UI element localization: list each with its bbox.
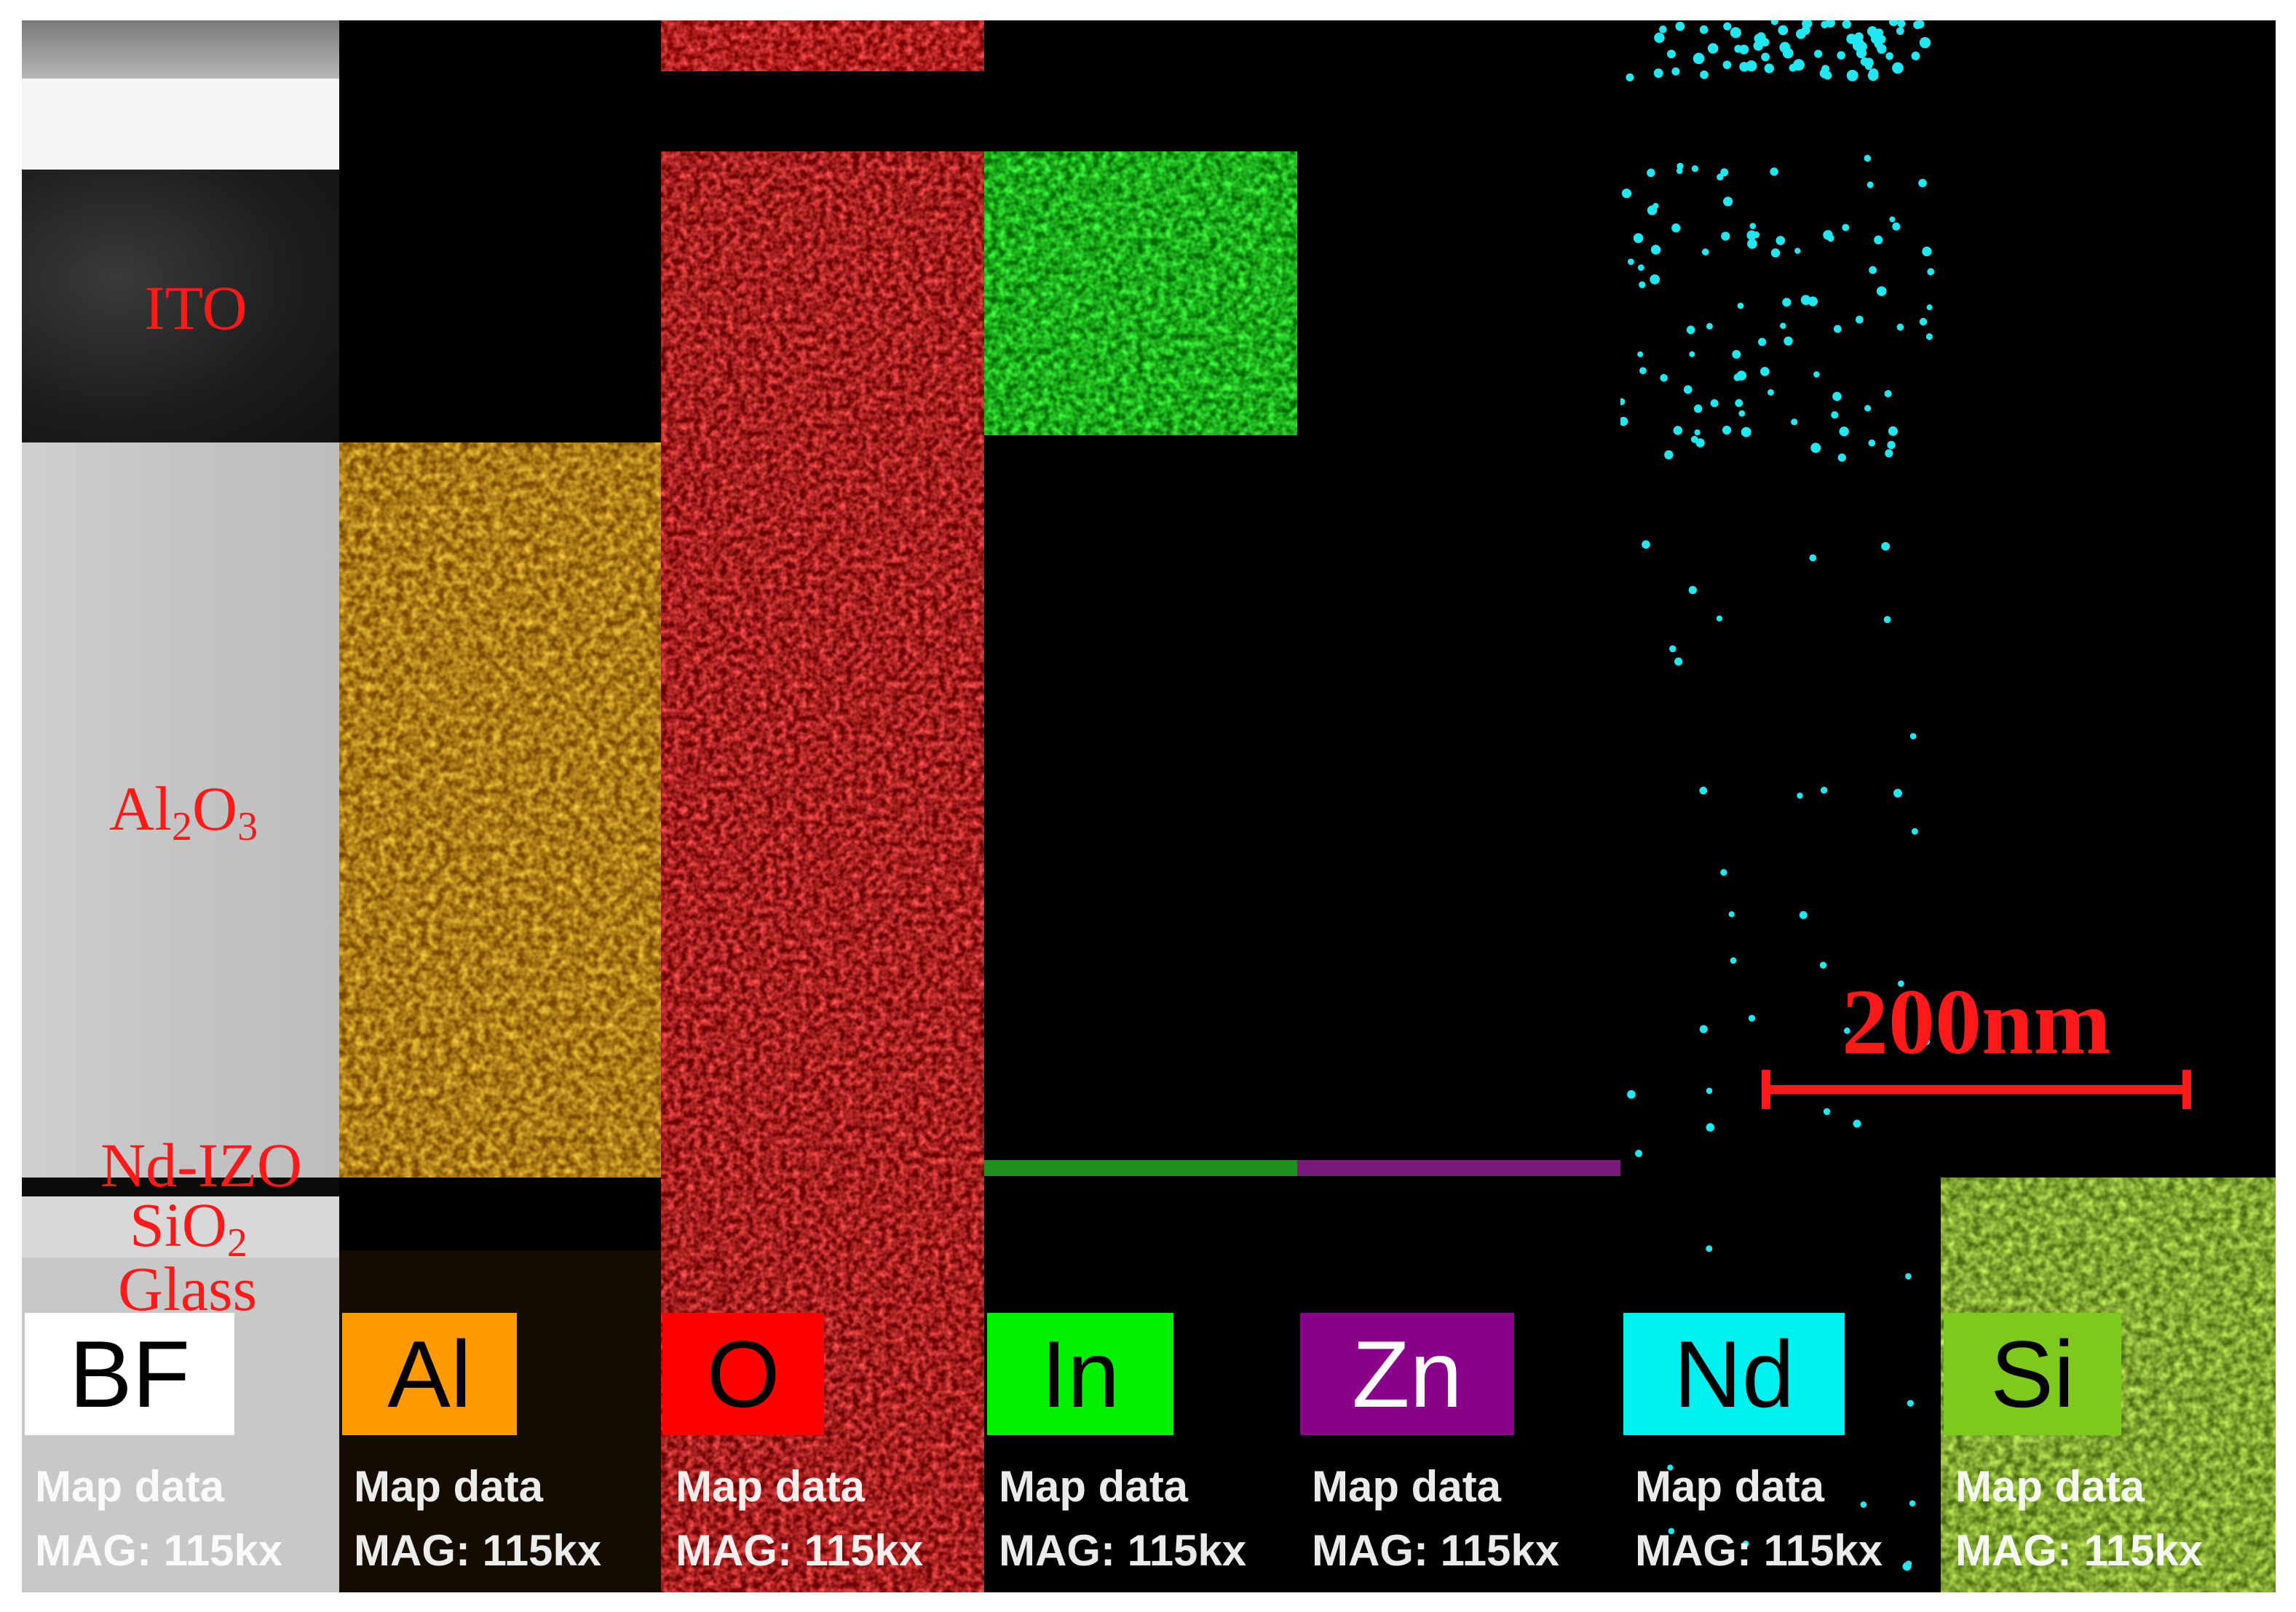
bf-al2o3-layer bbox=[22, 442, 339, 1178]
element-label-in: In bbox=[987, 1313, 1173, 1435]
bf-bright-layer bbox=[22, 79, 339, 170]
bf-ito-layer bbox=[22, 170, 339, 442]
bf-sio2-layer bbox=[22, 1196, 339, 1258]
scale-bar bbox=[1762, 1070, 2191, 1109]
mag-caption-al: MAG: 115kx bbox=[354, 1526, 602, 1575]
mag-caption-bf: MAG: 115kx bbox=[35, 1526, 283, 1575]
element-label-nd: Nd bbox=[1623, 1313, 1845, 1435]
map-data-caption-o: Map data bbox=[676, 1462, 866, 1511]
map-data-caption-nd: Map data bbox=[1635, 1462, 1825, 1511]
element-label-zn: Zn bbox=[1300, 1313, 1514, 1435]
label-ndizo: Nd-IZO bbox=[100, 1130, 303, 1200]
label-sio2-sub: 2 bbox=[226, 1220, 248, 1266]
label-al2o3-sub2: 3 bbox=[237, 804, 258, 849]
map-data-caption-bf: Map data bbox=[35, 1462, 225, 1511]
label-glass: Glass bbox=[118, 1254, 258, 1324]
mag-caption-nd: MAG: 115kx bbox=[1635, 1526, 1883, 1575]
element-label-al: Al bbox=[342, 1313, 517, 1435]
label-sio2: SiO2 bbox=[130, 1194, 248, 1263]
bf-cap-layer bbox=[22, 20, 339, 79]
label-sio2-main: SiO bbox=[130, 1190, 227, 1260]
bf-ndizo-layer bbox=[22, 1178, 339, 1196]
scale-bar-label: 200nm bbox=[1842, 970, 2111, 1073]
al-texture bbox=[339, 20, 661, 1592]
mag-caption-zn: MAG: 115kx bbox=[1312, 1526, 1560, 1575]
element-label-si: Si bbox=[1944, 1313, 2121, 1435]
element-label-bf: BF bbox=[25, 1313, 234, 1435]
label-al2o3: Al2O3 bbox=[109, 777, 258, 847]
bf-panel: ITO Al2O3 Nd-IZO SiO2 Glass bbox=[22, 20, 339, 1592]
label-al2o3-al: Al bbox=[109, 774, 172, 843]
map-data-caption-al: Map data bbox=[354, 1462, 544, 1511]
mag-caption-in: MAG: 115kx bbox=[999, 1526, 1247, 1575]
map-data-caption-in: Map data bbox=[999, 1462, 1189, 1511]
label-ito: ITO bbox=[144, 273, 248, 343]
label-al2o3-sub1: 2 bbox=[172, 804, 192, 849]
eds-map-figure: ITO Al2O3 Nd-IZO SiO2 Glass bbox=[22, 20, 2276, 1592]
element-label-o: O bbox=[662, 1313, 824, 1435]
map-data-caption-si: Map data bbox=[1955, 1462, 2145, 1511]
label-al2o3-o: O bbox=[192, 774, 238, 843]
al-map-panel bbox=[339, 20, 661, 1592]
map-data-caption-zn: Map data bbox=[1312, 1462, 1502, 1511]
mag-caption-o: MAG: 115kx bbox=[676, 1526, 924, 1575]
mag-caption-si: MAG: 115kx bbox=[1955, 1526, 2204, 1575]
